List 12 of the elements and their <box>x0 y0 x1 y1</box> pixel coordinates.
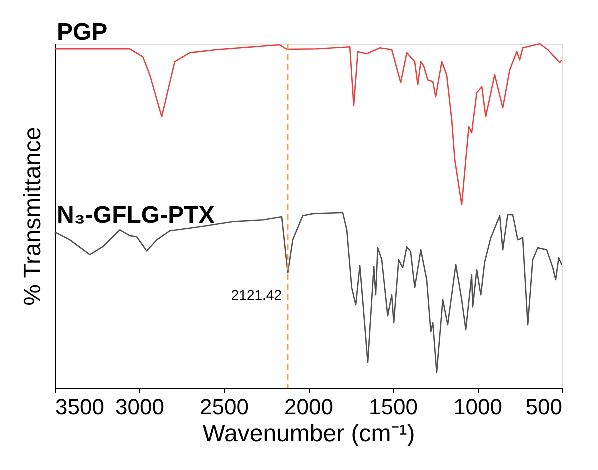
x-tick-label: 2500 <box>200 394 249 420</box>
x-tick-label: 1500 <box>369 394 418 420</box>
annotation: 2121.42 <box>231 287 282 304</box>
series-label: N₃-GFLG-PTX <box>57 202 215 230</box>
x-tick-label: 500 <box>526 394 562 420</box>
x-tick-label: 3000 <box>116 394 164 420</box>
series-label: PGP <box>57 19 108 46</box>
x-tick-label: 1000 <box>454 394 502 420</box>
x-tick-label: 3500 <box>56 394 104 420</box>
x-axis-title: Wavenumber (cm⁻¹) <box>202 420 416 448</box>
x-tick-label: 2000 <box>284 394 334 420</box>
y-axis-title: % Transmittance <box>20 127 46 306</box>
